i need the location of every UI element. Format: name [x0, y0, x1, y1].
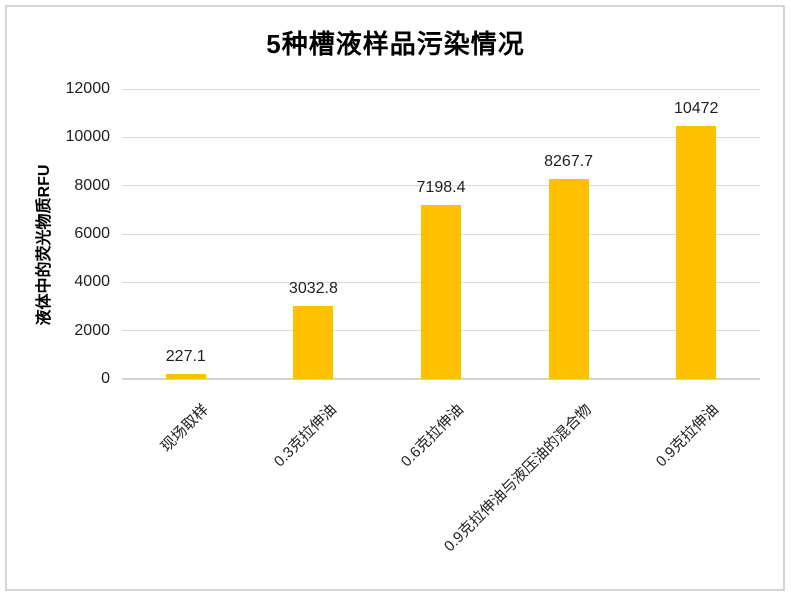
x-axis-line [122, 378, 760, 380]
chart-border [5, 5, 785, 591]
gridline [122, 88, 760, 90]
bar-value-label: 8267.7 [544, 153, 594, 171]
bar [165, 373, 206, 379]
gridline [122, 185, 760, 187]
bar [421, 205, 461, 379]
y-tick-label: 6000 [74, 225, 110, 242]
bar [548, 179, 589, 379]
bar [676, 125, 717, 379]
chart-title: 5种槽液样品污染情况 [266, 29, 525, 59]
y-tick-label: 0 [101, 370, 110, 387]
bar-value-label: 227.1 [165, 347, 206, 365]
y-tick-label: 12000 [65, 80, 111, 97]
y-tick-label: 10000 [65, 128, 111, 146]
bar-value-label: 10472 [673, 99, 719, 117]
bar-value-label: 3032.8 [288, 279, 338, 297]
y-tick-label: 2000 [74, 321, 110, 339]
bar [293, 305, 334, 379]
bar-value-label: 7198.4 [416, 179, 466, 197]
y-tick-label: 8000 [74, 176, 110, 194]
y-tick-label: 4000 [74, 273, 110, 291]
gridline [122, 136, 760, 138]
